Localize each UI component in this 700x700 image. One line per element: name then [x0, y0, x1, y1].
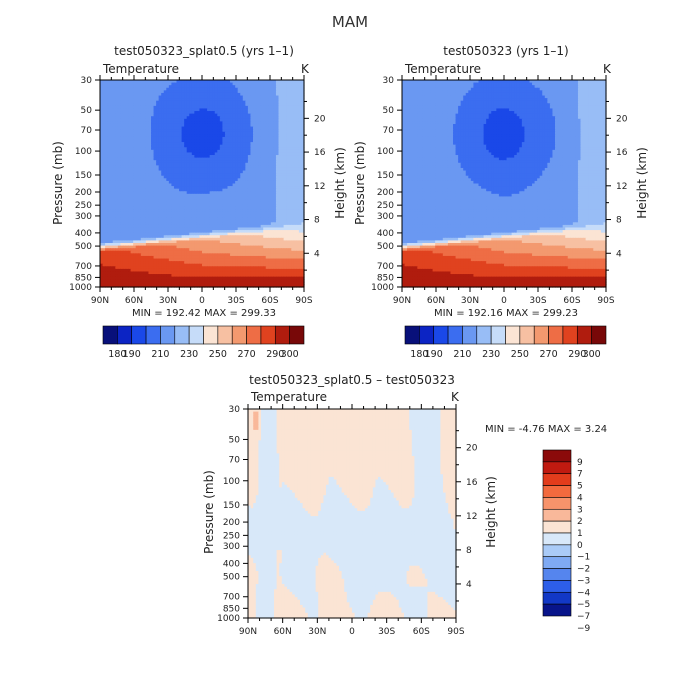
panel-1: test050323_splat0.5 (yrs 1–1) Temperatur… [51, 44, 347, 360]
page-title: MAM [332, 13, 368, 31]
panel-1-ylabel: Pressure (mb) [51, 141, 65, 225]
figure-canvas: MAM test050323_splat0.5 (yrs 1–1) Temper… [0, 0, 700, 700]
panel-1-y2label: Height (km) [333, 147, 347, 218]
panel-1-plot: 90N 60N 30N 0 30S 60S 90S305070100150200250300… [69, 75, 326, 306]
panel-1-subtitle: Temperature [102, 62, 179, 76]
panel-1-title: test050323_splat0.5 (yrs 1–1) [114, 44, 294, 58]
panel-1-units: K [301, 62, 310, 76]
panel-1-minmax: MIN = 192.42 MAX = 299.33 [132, 308, 276, 319]
